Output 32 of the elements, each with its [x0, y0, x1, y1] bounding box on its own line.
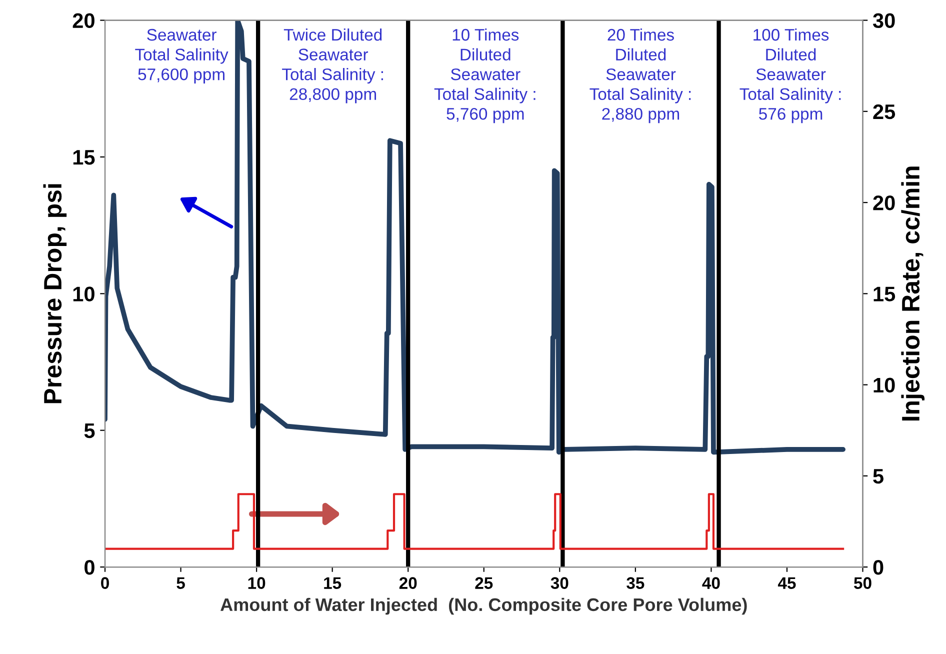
y-tick-label: 0	[84, 560, 94, 575]
x-tick-label: 10	[248, 577, 266, 589]
line-series	[105, 20, 846, 455]
y2-tick-label: 15	[874, 286, 896, 302]
y-tick-label: 15	[73, 150, 95, 165]
x-tick-label: 40	[702, 577, 720, 589]
y-tick-label: 5	[84, 424, 95, 438]
x-axis-title: Amount of Water Injected (No. Composite Core Pore Volume)	[220, 598, 747, 615]
x-tick-label: 15	[324, 577, 342, 589]
y2-tick-label: 10	[874, 378, 895, 393]
y-tick-label: 10	[73, 286, 94, 302]
x-tick-label: 25	[475, 577, 493, 589]
y2-axis-title: Injection Rate, cc/min	[901, 166, 925, 420]
x-tick-label: 5	[176, 577, 185, 589]
y-axis-title: Pressure Drop, psi	[43, 184, 67, 404]
y2-tick-label: 5	[873, 469, 884, 484]
x-tick-label: 35	[626, 577, 644, 590]
x-tick-label: 45	[778, 577, 796, 589]
annotation: 20 Times Diluted Seawater Total Salinity : 2,880 ppm	[590, 28, 691, 124]
annotation: Twice Diluted Seawater Total Salinity : 28,800 ppm	[282, 28, 383, 104]
x-tick-label: 30	[550, 577, 568, 590]
y2-tick-label: 30	[872, 13, 895, 28]
x-tick-label: 50	[854, 577, 872, 589]
y-tick-label: 20	[72, 13, 94, 28]
annotation: 10 Times Diluted Seawater Total Salinity : 5,760 ppm	[434, 28, 536, 124]
x-tick-label: 0	[101, 577, 109, 589]
annotation: Seawater Total Salinity 57,600 ppm	[135, 28, 228, 84]
y2-tick-label: 0	[873, 560, 884, 575]
y2-tick-label: 25	[873, 104, 896, 120]
x-tick-label: 20	[399, 577, 417, 589]
y2-tick-label: 20	[873, 196, 895, 210]
annotation: 100 Times Diluted Seawater Total Salinity : 576 ppm	[740, 28, 841, 124]
